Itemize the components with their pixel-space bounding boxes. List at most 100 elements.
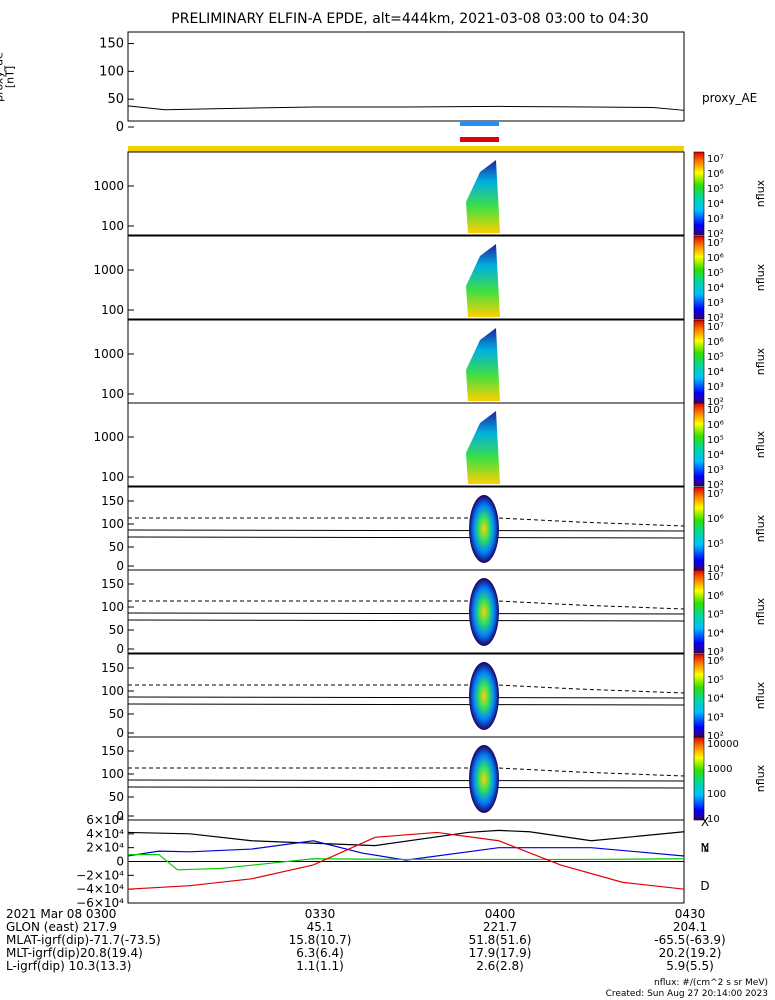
lc-line	[127, 696, 685, 699]
proxy-ae-panel: 150 100 50 0 proxy_ae[nT] proxy_AE	[0, 31, 757, 135]
igrf-ytick-label: −6×10⁴	[76, 896, 124, 910]
footer-cell: -65.5(-63.9)	[654, 933, 725, 947]
footer-cell: GLON (east) 217.9	[6, 920, 117, 934]
colorbar-tick-label: 10²	[707, 731, 724, 742]
flux-blob	[466, 244, 500, 317]
ytick-label: 100	[101, 684, 124, 698]
flux-blob	[466, 160, 500, 233]
colorbar-tick-label: 10³	[707, 298, 724, 309]
ae-ytick-label: 100	[99, 64, 124, 79]
colorbar	[693, 569, 705, 654]
colorbar	[693, 653, 705, 738]
colorbar-label: nflux	[754, 263, 767, 291]
colorbar-tick-label: 10000	[707, 739, 739, 750]
spectrogram-panel: elapefpaspec2plotch0LC[deg]15010050010⁷1…	[101, 486, 767, 575]
ae-ylabel: proxy_ae[nT]	[0, 52, 17, 102]
lc-line-2	[127, 703, 685, 706]
footer-cell: 5.9(5.5)	[666, 959, 714, 973]
figure-title: PRELIMINARY ELFIN-A EPDE, alt=444km, 202…	[171, 11, 648, 27]
colorbar-tick-label: 10⁶	[707, 514, 724, 525]
igrf-legend-label: X	[701, 815, 709, 829]
colorbar-tick-label: 10⁴	[707, 199, 724, 210]
ytick-label: 50	[109, 623, 124, 637]
igrf-ytick-label: −4×10⁴	[76, 882, 124, 896]
ae-ytick-label: 50	[107, 92, 124, 107]
colorbar-tick-label: 10³	[707, 214, 724, 225]
ytick-label: 100	[101, 303, 124, 317]
footer-cell: 6.3(6.4)	[296, 946, 344, 960]
dashed-line	[128, 684, 685, 694]
footer-cell: 0330	[305, 907, 336, 921]
panel-frame	[127, 486, 685, 571]
panel-frame	[127, 736, 685, 821]
footer-units: nflux: #/(cm^2 s sr MeV)	[654, 978, 768, 988]
colorbar-tick-label: 10⁶	[707, 169, 724, 180]
footer-cell: 0430	[675, 907, 706, 921]
ytick-label: 1000	[93, 263, 124, 277]
footer-cell: 51.8(51.6)	[469, 933, 532, 947]
igrf-series-line	[127, 840, 685, 861]
colorbar-tick-label: 10⁵	[707, 352, 724, 363]
colorbar-label: nflux	[754, 514, 767, 542]
colorbar	[693, 402, 705, 487]
colorbar-tick-label: 10⁷	[707, 405, 724, 416]
footer-cell: 204.1	[673, 920, 707, 934]
igrf-panel: 6×10⁴4×10⁴2×10⁴0−2×10⁴−4×10⁴−6×10⁴IGRF[n…	[76, 813, 709, 910]
ytick-label: 50	[109, 540, 124, 554]
colorbar-tick-label: 10⁶	[707, 656, 724, 667]
colorbar	[693, 486, 705, 571]
flux-blob	[466, 328, 500, 401]
colorbar-label: nflux	[754, 430, 767, 458]
colorbar-tick-label: 10⁵	[707, 610, 724, 621]
colorbar-tick-label: 10⁷	[707, 489, 724, 500]
igrf-series-line	[128, 853, 685, 871]
footer-created: Created: Sun Aug 27 20:14:00 2023	[606, 989, 768, 999]
ytick-label: 50	[109, 790, 124, 804]
dashed-line	[128, 517, 685, 527]
colorbar-tick-label: 10⁷	[707, 154, 724, 165]
colorbar-tick-label: 10⁴	[707, 450, 724, 461]
orbit-bar	[128, 146, 684, 152]
flux-blob	[469, 662, 499, 730]
colorbar-tick-label: 10⁵	[707, 268, 724, 279]
colorbar-tick-label: 10³	[707, 465, 724, 476]
colorbar-tick-label: 10⁴	[707, 367, 724, 378]
spectrogram-panel: elapefenspec2plotperp[keV]100010010⁷10⁶1…	[93, 319, 767, 408]
ytick-label: 1000	[93, 430, 124, 444]
colorbar	[693, 736, 705, 821]
flux-blob	[469, 745, 499, 813]
flux-blob	[469, 578, 499, 646]
ytick-label: 0	[116, 642, 124, 656]
colorbar-tick-label: 10⁴	[707, 694, 724, 705]
igrf-ytick-label: 4×10⁴	[86, 827, 124, 841]
bar-red	[460, 137, 499, 142]
igrf-ytick-label: 2×10⁴	[86, 841, 124, 855]
colorbar-tick-label: 10⁶	[707, 420, 724, 431]
ae-ytick-label: 0	[116, 120, 124, 135]
ytick-label: 150	[101, 577, 124, 591]
colorbar-tick-label: 10²	[707, 313, 724, 324]
panel-frame	[127, 319, 685, 404]
ytick-label: 150	[101, 494, 124, 508]
lc-line	[127, 529, 685, 532]
ytick-label: 100	[101, 470, 124, 484]
ytick-label: 100	[101, 767, 124, 781]
lc-line-2	[127, 786, 685, 789]
footer-cell: MLAT-igrf(dip)-71.7(-73.5)	[6, 933, 161, 947]
colorbar-label: nflux	[754, 681, 767, 709]
colorbar-tick-label: 10³	[707, 382, 724, 393]
colorbar-tick-label: 10⁵	[707, 435, 724, 446]
colorbar-tick-label: 10²	[707, 397, 724, 408]
colorbar-label: nflux	[754, 347, 767, 375]
footer-cell: 1.1(1.1)	[296, 959, 344, 973]
ytick-label: 150	[101, 744, 124, 758]
colorbar-tick-label: 10⁶	[707, 253, 724, 264]
ae-series-label: proxy_AE	[702, 91, 757, 105]
igrf-series-line	[127, 829, 685, 847]
colorbar	[693, 235, 705, 320]
panel-frame	[127, 151, 685, 236]
ytick-label: 100	[101, 517, 124, 531]
spectrogram-panel: elapefpaspec2plotch1LC[deg]15010050010⁷1…	[101, 569, 767, 658]
footer-cell: 2021 Mar 08 0300	[6, 907, 116, 921]
colorbar-tick-label: 10⁵	[707, 184, 724, 195]
